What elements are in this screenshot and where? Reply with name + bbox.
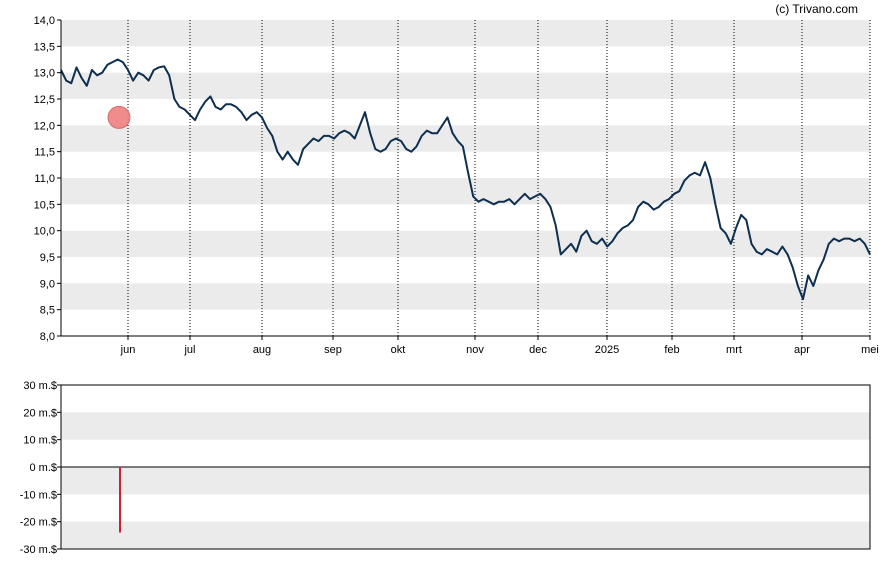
y-tick-label: 13,0 [34, 68, 55, 80]
x-tick-label: mrt [726, 344, 742, 356]
x-tick-label: okt [391, 344, 406, 356]
volume-frame [60, 384, 871, 550]
x-tick-label: mei [861, 344, 879, 356]
y-tick-label: 10,5 [34, 199, 55, 211]
y-tick-label: 8,5 [40, 305, 55, 317]
price-line [60, 58, 871, 301]
y-tick-label: 11,0 [34, 173, 55, 185]
x-tick-label: dec [529, 344, 547, 356]
y-tick-label: 9,0 [40, 278, 55, 290]
price-grid-band [61, 20, 870, 47]
volume-y-tick-label: -10 m.$ [20, 489, 57, 501]
volume-grid-band [61, 412, 870, 440]
price-grid-band [61, 283, 870, 310]
y-tick-label: 8,0 [40, 331, 55, 343]
volume-grid-band [61, 521, 870, 549]
x-tick-label: nov [466, 344, 484, 356]
volume-y-tick-label: 20 m.$ [23, 407, 57, 419]
x-tick-label: 2025 [595, 344, 619, 356]
volume-y-tick-label: 30 m.$ [23, 380, 57, 392]
y-tick-label: 12,0 [34, 120, 55, 132]
volume-y-tick-label: 10 m.$ [23, 435, 57, 447]
x-tick-label: jul [183, 344, 195, 356]
x-tick-label: aug [253, 344, 271, 356]
x-tick-label: jun [120, 344, 136, 356]
x-tick-label: sep [324, 344, 342, 356]
y-tick-label: 12,5 [34, 94, 55, 106]
y-tick-label: 11,5 [34, 147, 55, 159]
event-marker [107, 105, 131, 129]
volume-y-tick-label: -30 m.$ [20, 544, 57, 556]
y-tick-label: 13,5 [34, 41, 55, 53]
price-chart: jun jul aug sep okt nov dec 2025 feb mrt apr mei 8,0… [34, 2, 879, 356]
x-tick-label: apr [794, 344, 810, 356]
price-grid-band [61, 125, 870, 152]
volume-y-tick-label: -20 m.$ [20, 517, 57, 529]
y-tick-label: 14,0 [34, 15, 55, 27]
volume-grid-band [61, 467, 870, 495]
y-tick-label: 9,5 [40, 252, 55, 264]
price-grid-band [61, 230, 870, 257]
price-grid-band [61, 72, 870, 99]
volume-y-tick-label: 0 m.$ [29, 462, 57, 474]
x-tick-label: feb [664, 344, 679, 356]
y-tick-label: 10,0 [34, 226, 55, 238]
credit-label: (c) Trivano.com [775, 2, 858, 16]
price-grid-band [61, 178, 870, 205]
